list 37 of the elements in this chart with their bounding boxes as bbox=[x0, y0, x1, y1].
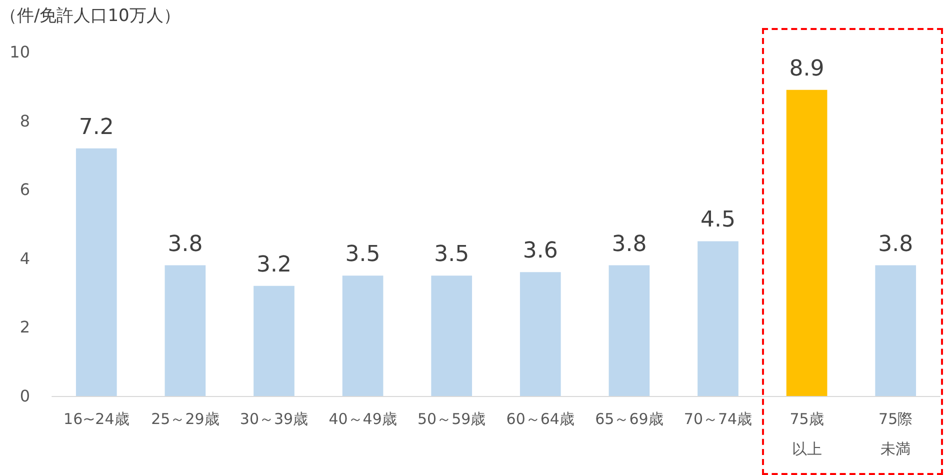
x-tick-label: 16~24歳 bbox=[64, 410, 130, 428]
bar bbox=[431, 276, 472, 396]
y-axis-title: （件/免許人口10万人） bbox=[0, 5, 180, 27]
data-label: 3.8 bbox=[168, 232, 203, 257]
x-tick-label: 60～64歳 bbox=[506, 410, 574, 428]
x-tick-label: 40～49歳 bbox=[328, 410, 397, 428]
data-label: 3.5 bbox=[434, 242, 470, 268]
bar bbox=[520, 272, 561, 396]
y-tick-label: 0 bbox=[20, 386, 30, 406]
bar bbox=[76, 148, 117, 396]
data-label: 3.5 bbox=[345, 242, 380, 268]
data-label: 7.2 bbox=[78, 114, 114, 140]
bar bbox=[342, 276, 384, 396]
x-tick-label: 75際未満 bbox=[878, 410, 913, 458]
x-tick-label: 50～59歳 bbox=[418, 410, 486, 428]
data-label: 3.8 bbox=[878, 232, 914, 257]
bar bbox=[698, 241, 738, 396]
x-tick-label: 70～74歳 bbox=[684, 410, 752, 428]
data-label: 3.2 bbox=[256, 252, 292, 278]
data-label: 3.6 bbox=[522, 238, 558, 264]
y-tick-label: 2 bbox=[20, 318, 30, 337]
bar bbox=[875, 265, 916, 396]
bar bbox=[254, 286, 294, 396]
x-tick-label: 30～39歳 bbox=[240, 410, 308, 428]
y-tick-label: 8 bbox=[20, 111, 30, 130]
bar bbox=[786, 90, 828, 396]
data-label: 8.9 bbox=[789, 56, 824, 82]
y-tick-label: 4 bbox=[20, 248, 30, 268]
x-tick-label: 75歳以上 bbox=[790, 410, 824, 458]
data-label: 4.5 bbox=[700, 208, 736, 233]
y-tick-label: 6 bbox=[20, 180, 30, 200]
y-tick-label: 10 bbox=[10, 42, 30, 62]
bar bbox=[608, 265, 650, 396]
data-label: 3.8 bbox=[612, 232, 647, 257]
bar bbox=[164, 265, 206, 396]
x-tick-label: 25～29歳 bbox=[151, 410, 220, 428]
x-tick-label: 65～69歳 bbox=[595, 410, 664, 428]
